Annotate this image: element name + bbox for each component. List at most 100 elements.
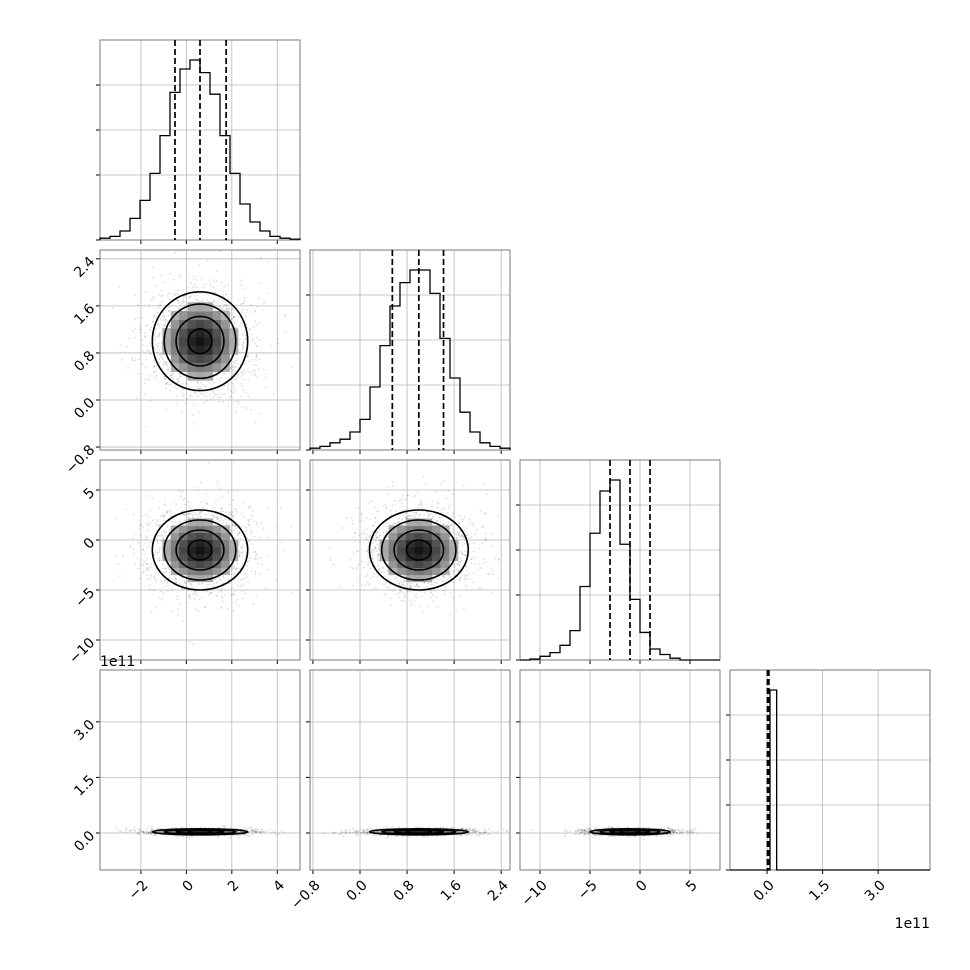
sample-point (154, 578, 157, 580)
density-block (220, 336, 230, 347)
sample-point (145, 567, 148, 569)
sample-point (188, 297, 191, 299)
sample-point (244, 363, 247, 365)
sample-point (171, 610, 174, 612)
density-block (405, 532, 416, 541)
sample-point (235, 567, 238, 570)
sample-point (275, 834, 278, 836)
sample-point (164, 360, 167, 363)
sample-point (150, 298, 153, 301)
density-block (449, 546, 459, 555)
sample-point (154, 348, 157, 351)
sample-point (142, 565, 145, 567)
sample-point (144, 535, 147, 537)
sample-point (248, 539, 251, 542)
sample-point (374, 587, 377, 589)
sample-point (200, 596, 203, 599)
sample-point (255, 596, 258, 598)
density-block (187, 336, 197, 347)
sample-point (453, 563, 456, 566)
sample-point (225, 309, 228, 311)
sample-point (142, 549, 145, 551)
sample-point (178, 583, 181, 585)
sample-point (134, 359, 137, 362)
sample-point (148, 303, 151, 306)
density-block (204, 371, 214, 381)
sample-point (175, 402, 178, 405)
density-block (204, 354, 214, 364)
sample-point (251, 338, 254, 340)
sample-point (195, 298, 197, 301)
sample-point (433, 581, 436, 584)
sample-point (371, 556, 374, 558)
sample-point (234, 322, 237, 325)
sample-point (140, 339, 143, 342)
sample-point (237, 532, 240, 534)
sample-point (234, 365, 237, 368)
density-block (170, 560, 180, 569)
sample-point (451, 515, 454, 518)
sample-point (403, 594, 406, 596)
sample-point (168, 571, 171, 574)
sample-point (370, 513, 373, 515)
sample-point (240, 321, 242, 324)
sample-point (387, 571, 389, 573)
sample-point (242, 334, 244, 336)
sample-point (165, 361, 168, 364)
sample-point (417, 506, 420, 509)
sample-point (174, 578, 177, 580)
sample-point (225, 306, 228, 309)
sample-point (425, 482, 427, 485)
sample-point (353, 540, 356, 542)
sample-point (270, 344, 273, 347)
density-2-0 (114, 462, 294, 646)
sample-point (464, 575, 466, 577)
sample-point (161, 534, 164, 537)
density-block (179, 525, 189, 534)
sample-point (156, 551, 159, 554)
sample-point (187, 501, 190, 504)
sample-point (181, 588, 184, 590)
sample-point (188, 506, 191, 508)
sample-point (156, 518, 159, 521)
sample-point (167, 310, 170, 312)
sample-point (143, 561, 146, 563)
sample-point (472, 523, 474, 525)
sample-point (236, 598, 239, 601)
sample-point (222, 300, 225, 303)
sample-point (153, 333, 156, 336)
sample-point (148, 563, 150, 565)
density-block (397, 546, 407, 555)
sample-point (235, 410, 238, 413)
sample-point (176, 378, 179, 380)
sample-point (226, 523, 229, 526)
sample-point (253, 326, 255, 328)
sample-point (432, 578, 435, 581)
sample-point (227, 511, 230, 514)
sample-point (250, 408, 252, 411)
sample-point (206, 590, 208, 592)
density-block (195, 302, 205, 312)
sample-point (404, 596, 406, 599)
sample-point (240, 279, 243, 282)
sample-point (218, 305, 221, 308)
density-block (229, 546, 239, 555)
sample-point (227, 284, 230, 287)
density-block (229, 345, 239, 355)
sample-point (236, 562, 239, 565)
sample-point (193, 390, 195, 393)
sample-point (362, 532, 365, 535)
sample-point (391, 485, 394, 487)
sample-point (366, 548, 369, 551)
sample-point (179, 372, 181, 375)
sample-point (254, 370, 257, 373)
sample-point (233, 360, 236, 363)
sample-point (177, 299, 180, 302)
sample-point (193, 598, 196, 601)
sample-point (175, 503, 178, 505)
sample-point (157, 323, 160, 326)
sample-point (148, 568, 151, 571)
sample-point (377, 556, 380, 559)
sample-point (175, 292, 177, 294)
